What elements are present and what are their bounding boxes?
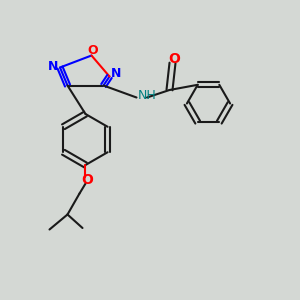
Text: N: N (48, 59, 59, 73)
Text: N: N (111, 67, 121, 80)
Text: O: O (168, 52, 180, 66)
Text: O: O (81, 173, 93, 187)
Text: NH: NH (138, 89, 157, 103)
Text: O: O (88, 44, 98, 58)
